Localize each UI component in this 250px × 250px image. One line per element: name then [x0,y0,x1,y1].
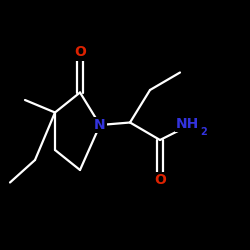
Text: N: N [94,118,106,132]
Text: NH: NH [176,117,199,131]
Text: O: O [74,46,86,60]
Text: O: O [154,173,166,187]
Text: 2: 2 [200,127,207,137]
